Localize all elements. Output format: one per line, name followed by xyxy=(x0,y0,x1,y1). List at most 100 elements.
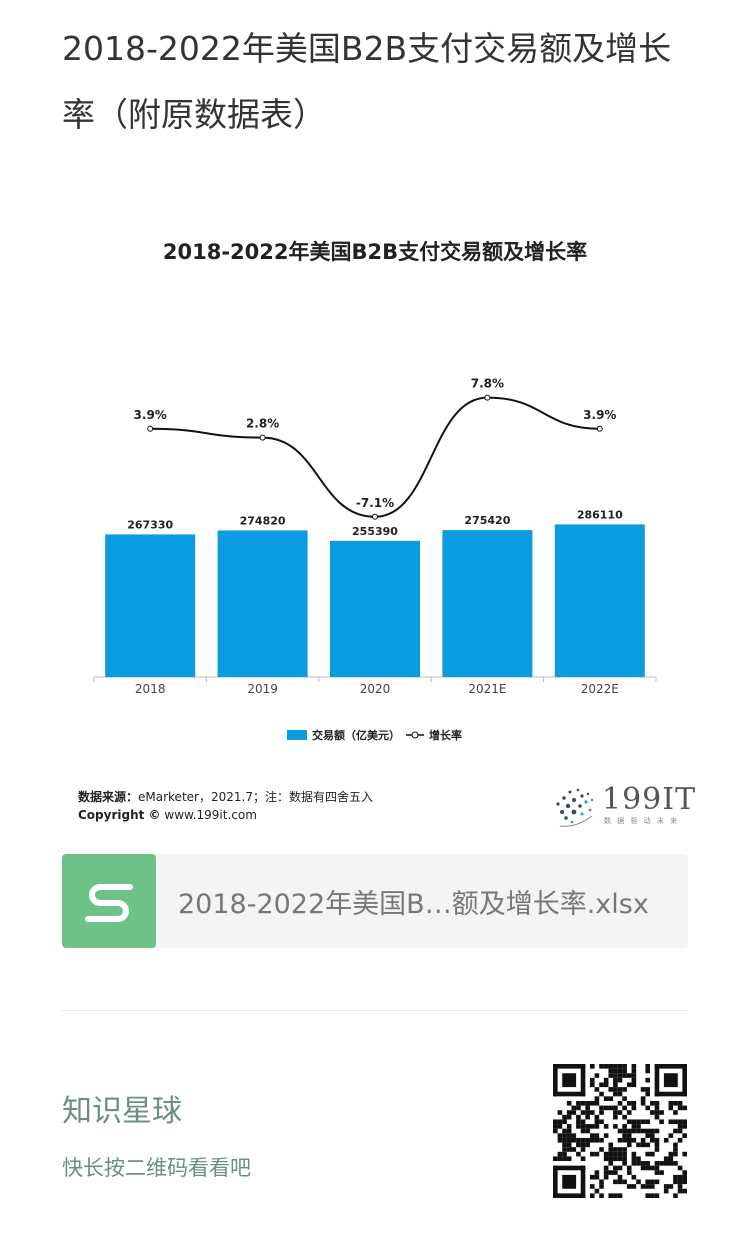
growth-point-2021E xyxy=(484,394,491,401)
qr-finder xyxy=(654,1064,660,1097)
qr-module xyxy=(622,1114,627,1120)
planet-subtitle[interactable]: 快长按二维码看看吧 xyxy=(62,1156,251,1180)
qr-module xyxy=(645,1142,651,1148)
qr-module xyxy=(617,1110,623,1115)
qr-finder xyxy=(682,1064,687,1097)
chart-title: 2018-2022年美国B2B支付交易额及增长率 xyxy=(162,240,588,264)
qr-module xyxy=(645,1087,651,1092)
qr-module xyxy=(562,1151,567,1157)
qr-module xyxy=(663,1156,669,1162)
qr-module xyxy=(576,1124,581,1129)
qr-module xyxy=(631,1184,637,1189)
qr-module xyxy=(654,1128,660,1134)
qr-module xyxy=(566,1142,572,1148)
qr-module xyxy=(589,1151,595,1157)
qr-module xyxy=(594,1133,600,1138)
x-tick-label-2020: 2020 xyxy=(360,682,391,696)
qr-module xyxy=(576,1151,581,1157)
qr-module xyxy=(640,1128,646,1134)
qr-module xyxy=(585,1105,590,1111)
qr-module xyxy=(640,1119,646,1125)
qr-module xyxy=(668,1156,674,1162)
qr-module xyxy=(608,1151,614,1157)
qr-module xyxy=(650,1193,655,1198)
qr-module xyxy=(617,1128,623,1134)
qr-module xyxy=(682,1188,687,1194)
qr-module xyxy=(576,1142,581,1148)
qr-module xyxy=(617,1179,623,1185)
qr-module xyxy=(682,1174,687,1180)
qr-module xyxy=(654,1137,660,1143)
qr-module xyxy=(599,1137,604,1143)
qr-module xyxy=(626,1082,632,1088)
bar-2020 xyxy=(330,540,420,677)
qr-module xyxy=(682,1170,687,1175)
qr-module xyxy=(622,1087,627,1092)
qr-module xyxy=(677,1124,683,1129)
qr-module xyxy=(650,1165,655,1171)
qr-module xyxy=(617,1165,623,1171)
qr-module xyxy=(589,1077,595,1083)
attachment-card[interactable]: 2018-2022年美国B…额及增长率.xlsx xyxy=(62,854,688,948)
qr-module xyxy=(626,1133,632,1138)
qr-module xyxy=(617,1100,623,1106)
bar-label-2019: 274820 xyxy=(240,514,286,527)
qr-module xyxy=(599,1193,604,1198)
qr-module xyxy=(553,1156,558,1162)
qr-module xyxy=(640,1142,646,1148)
qr-module xyxy=(603,1082,609,1088)
qr-module xyxy=(562,1119,567,1125)
qr-module xyxy=(603,1174,609,1180)
chart-image: 267330 2018 274820 2019 255390 2020 275420 2021… xyxy=(62,200,695,840)
qr-module xyxy=(650,1133,655,1138)
qr-module xyxy=(562,1114,567,1120)
qr-module xyxy=(617,1064,623,1069)
qr-module xyxy=(599,1105,604,1111)
legend-line-marker xyxy=(411,731,419,739)
qr-module xyxy=(682,1119,687,1125)
qr-module xyxy=(603,1133,609,1138)
bar-2021E xyxy=(442,530,533,677)
copyright-line: Copyright © www.199it.com xyxy=(78,808,257,822)
qr-module xyxy=(626,1100,632,1106)
qr-module xyxy=(613,1077,618,1083)
qr-module xyxy=(594,1151,600,1157)
growth-label-2022E: 3.9% xyxy=(583,408,616,422)
qr-module xyxy=(645,1077,651,1083)
qr-module xyxy=(585,1100,590,1106)
qr-module xyxy=(562,1147,567,1152)
qr-module xyxy=(626,1119,632,1125)
qr-finder xyxy=(553,1193,586,1198)
qr-finder xyxy=(553,1165,558,1198)
qr-module xyxy=(682,1105,687,1111)
qr-module xyxy=(668,1105,674,1111)
qr-module xyxy=(650,1128,655,1134)
qr-finder xyxy=(553,1064,586,1069)
qr-module xyxy=(603,1170,609,1175)
qr-module xyxy=(622,1147,627,1152)
brand-name: 199IT xyxy=(602,782,697,817)
qr-module xyxy=(557,1110,563,1115)
qr-module xyxy=(631,1124,637,1129)
qr-module xyxy=(617,1193,623,1198)
attachment-file-name[interactable]: 2018-2022年美国B…额及增长率.xlsx xyxy=(178,889,649,920)
qr-module xyxy=(576,1114,581,1120)
qr-module xyxy=(571,1147,577,1152)
qr-module xyxy=(622,1156,627,1162)
qr-module xyxy=(677,1184,683,1189)
qr-module xyxy=(562,1156,567,1162)
qr-code[interactable] xyxy=(553,1064,687,1198)
qr-finder xyxy=(654,1064,687,1069)
legend-bar-swatch xyxy=(287,730,307,740)
qr-module xyxy=(673,1142,678,1148)
qr-module xyxy=(631,1119,637,1125)
brand-logo: 199IT 数 据 驱 动 未 来 xyxy=(552,780,695,830)
qr-module xyxy=(599,1064,604,1069)
qr-module xyxy=(608,1170,614,1175)
qr-module xyxy=(636,1179,641,1185)
qr-module xyxy=(608,1105,614,1111)
qr-module xyxy=(622,1096,627,1101)
qr-module xyxy=(622,1073,627,1078)
qr-module xyxy=(677,1174,683,1180)
qr-module xyxy=(677,1100,683,1106)
